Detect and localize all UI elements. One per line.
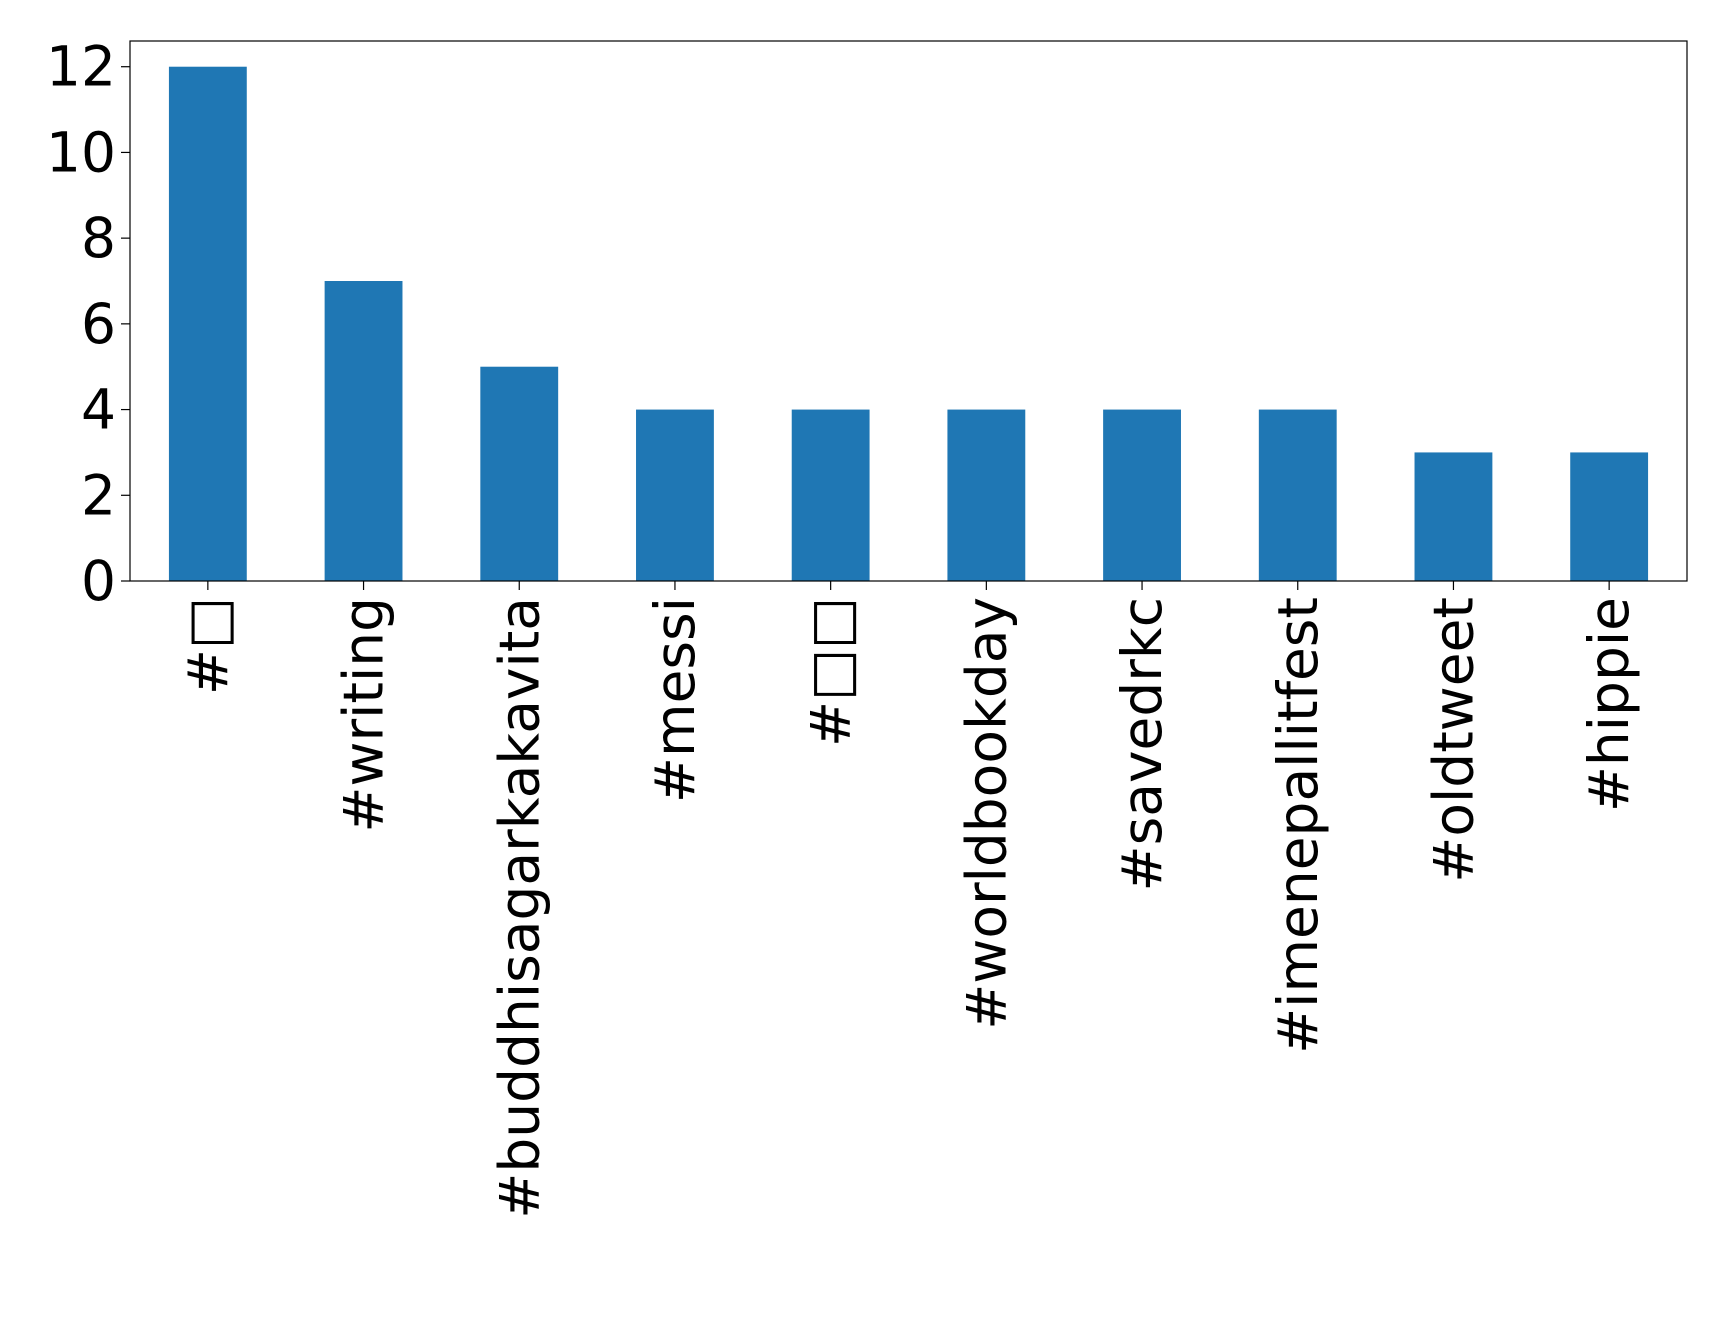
bar	[1103, 409, 1181, 581]
bar	[947, 409, 1026, 581]
bar	[1570, 452, 1649, 581]
x-tick-label: #oldtweet	[1421, 597, 1485, 883]
bar	[1414, 452, 1493, 581]
y-tick-label: 12	[46, 35, 116, 99]
y-tick-label: 8	[81, 206, 116, 270]
bar	[791, 409, 870, 581]
x-tick-label: #hippie	[1577, 597, 1641, 812]
bar	[480, 366, 559, 581]
bar	[324, 281, 403, 581]
x-tick-label: #writing	[332, 597, 396, 833]
x-tick-label: #savedrkc	[1110, 597, 1174, 891]
x-tick-label: #□□	[799, 597, 863, 747]
y-tick-label: 4	[81, 378, 116, 442]
x-tick-label: #□	[176, 597, 240, 695]
axes-frame	[129, 40, 1688, 582]
x-tick-label: #buddhisagarkakavita	[487, 597, 551, 1219]
bar	[636, 409, 714, 581]
y-tick-label: 2	[81, 463, 116, 527]
bar	[168, 66, 247, 581]
bar	[1258, 409, 1337, 581]
y-tick-label: 0	[81, 549, 116, 613]
x-tick-label: #messi	[643, 597, 707, 803]
y-tick-label: 6	[81, 292, 116, 356]
x-tick-label: #worldbookday	[954, 597, 1018, 1030]
x-tick-label: #imenepallitfest	[1266, 597, 1330, 1054]
y-tick-label: 10	[46, 120, 116, 184]
